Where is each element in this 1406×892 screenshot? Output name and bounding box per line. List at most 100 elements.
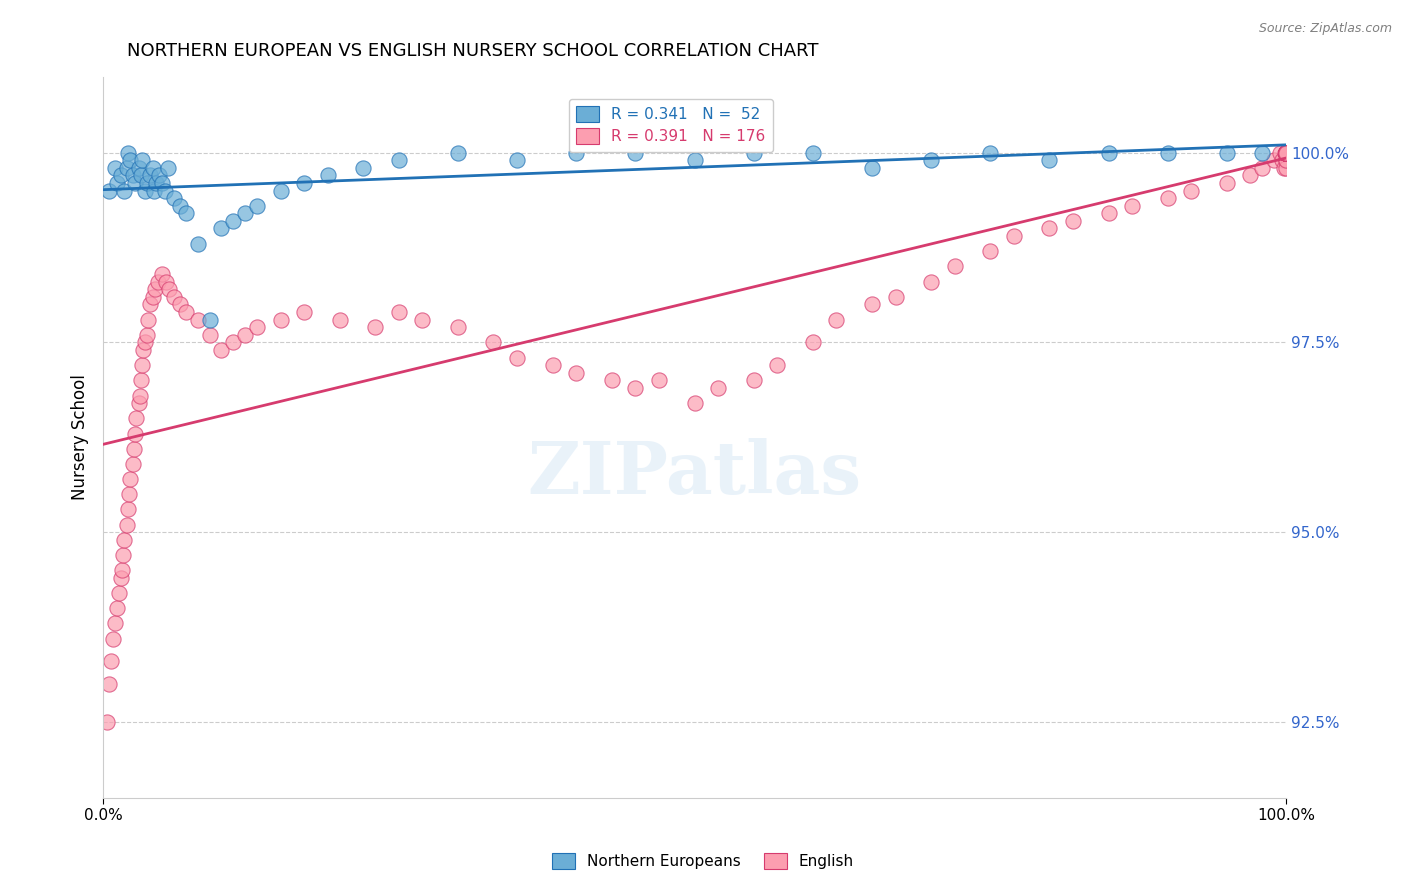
Point bbox=[104, 161, 127, 175]
Point bbox=[1216, 176, 1239, 190]
Point bbox=[1275, 145, 1298, 160]
Point bbox=[153, 184, 176, 198]
Point bbox=[1275, 145, 1298, 160]
Point bbox=[1275, 145, 1298, 160]
Point bbox=[1275, 145, 1298, 160]
Point bbox=[222, 214, 245, 228]
Legend: R = 0.341   N =  52, R = 0.391   N = 176: R = 0.341 N = 52, R = 0.391 N = 176 bbox=[568, 99, 773, 152]
Point bbox=[1275, 145, 1298, 160]
Point bbox=[352, 161, 374, 175]
Point bbox=[105, 601, 128, 615]
Text: ZIPatlas: ZIPatlas bbox=[527, 438, 862, 509]
Point bbox=[187, 312, 209, 326]
Point bbox=[142, 290, 165, 304]
Point bbox=[142, 161, 165, 175]
Point bbox=[246, 199, 269, 213]
Point bbox=[1275, 153, 1298, 168]
Point bbox=[1275, 145, 1298, 160]
Point bbox=[100, 654, 122, 668]
Point bbox=[1275, 145, 1298, 160]
Point bbox=[1275, 145, 1298, 160]
Point bbox=[111, 563, 134, 577]
Point bbox=[112, 184, 135, 198]
Point bbox=[1275, 145, 1298, 160]
Point bbox=[447, 145, 470, 160]
Point bbox=[1275, 145, 1298, 160]
Point bbox=[1275, 145, 1298, 160]
Point bbox=[1275, 145, 1298, 160]
Point bbox=[1275, 145, 1298, 160]
Point bbox=[1263, 153, 1285, 168]
Point bbox=[683, 153, 706, 168]
Point bbox=[1097, 145, 1119, 160]
Point bbox=[101, 632, 124, 646]
Point bbox=[1275, 145, 1298, 160]
Point bbox=[920, 153, 942, 168]
Point bbox=[624, 381, 647, 395]
Point bbox=[1275, 145, 1298, 160]
Point bbox=[742, 145, 765, 160]
Point bbox=[1275, 145, 1298, 160]
Point bbox=[860, 297, 883, 311]
Point bbox=[110, 169, 132, 183]
Point bbox=[1275, 145, 1298, 160]
Point bbox=[742, 373, 765, 387]
Point bbox=[1275, 145, 1298, 160]
Point bbox=[246, 320, 269, 334]
Point bbox=[1275, 145, 1298, 160]
Point bbox=[1271, 153, 1294, 168]
Point bbox=[1275, 145, 1298, 160]
Point bbox=[1275, 145, 1298, 160]
Point bbox=[1275, 145, 1298, 160]
Point bbox=[1275, 145, 1298, 160]
Point bbox=[198, 312, 221, 326]
Point bbox=[979, 244, 1001, 259]
Point bbox=[364, 320, 387, 334]
Point bbox=[1275, 145, 1298, 160]
Point bbox=[1275, 145, 1298, 160]
Point bbox=[1274, 145, 1296, 160]
Text: NORTHERN EUROPEAN VS ENGLISH NURSERY SCHOOL CORRELATION CHART: NORTHERN EUROPEAN VS ENGLISH NURSERY SCH… bbox=[127, 42, 818, 60]
Point bbox=[1268, 145, 1291, 160]
Point bbox=[884, 290, 907, 304]
Y-axis label: Nursery School: Nursery School bbox=[72, 375, 89, 500]
Point bbox=[1275, 145, 1298, 160]
Point bbox=[270, 312, 292, 326]
Point bbox=[1275, 145, 1298, 160]
Point bbox=[1216, 145, 1239, 160]
Point bbox=[131, 358, 153, 372]
Point bbox=[104, 616, 127, 631]
Point bbox=[117, 502, 139, 516]
Point bbox=[134, 184, 156, 198]
Point bbox=[1275, 145, 1298, 160]
Point bbox=[1275, 145, 1298, 160]
Point bbox=[1275, 145, 1298, 160]
Point bbox=[1002, 229, 1025, 244]
Point bbox=[146, 275, 169, 289]
Point bbox=[1272, 161, 1295, 175]
Point bbox=[1275, 145, 1298, 160]
Point bbox=[1239, 169, 1261, 183]
Point bbox=[1275, 145, 1298, 160]
Point bbox=[1275, 145, 1298, 160]
Point bbox=[624, 145, 647, 160]
Point bbox=[148, 169, 170, 183]
Point bbox=[1062, 214, 1084, 228]
Legend: Northern Europeans, English: Northern Europeans, English bbox=[546, 847, 860, 875]
Point bbox=[209, 343, 232, 357]
Point bbox=[860, 161, 883, 175]
Point bbox=[707, 381, 730, 395]
Point bbox=[1251, 145, 1274, 160]
Point bbox=[1251, 161, 1274, 175]
Point bbox=[1275, 145, 1298, 160]
Point bbox=[174, 206, 197, 220]
Point bbox=[155, 275, 177, 289]
Text: Source: ZipAtlas.com: Source: ZipAtlas.com bbox=[1258, 22, 1392, 36]
Point bbox=[115, 517, 138, 532]
Point bbox=[1275, 145, 1298, 160]
Point bbox=[124, 426, 146, 441]
Point bbox=[1275, 145, 1298, 160]
Point bbox=[1275, 145, 1298, 160]
Point bbox=[163, 191, 186, 205]
Point bbox=[169, 199, 191, 213]
